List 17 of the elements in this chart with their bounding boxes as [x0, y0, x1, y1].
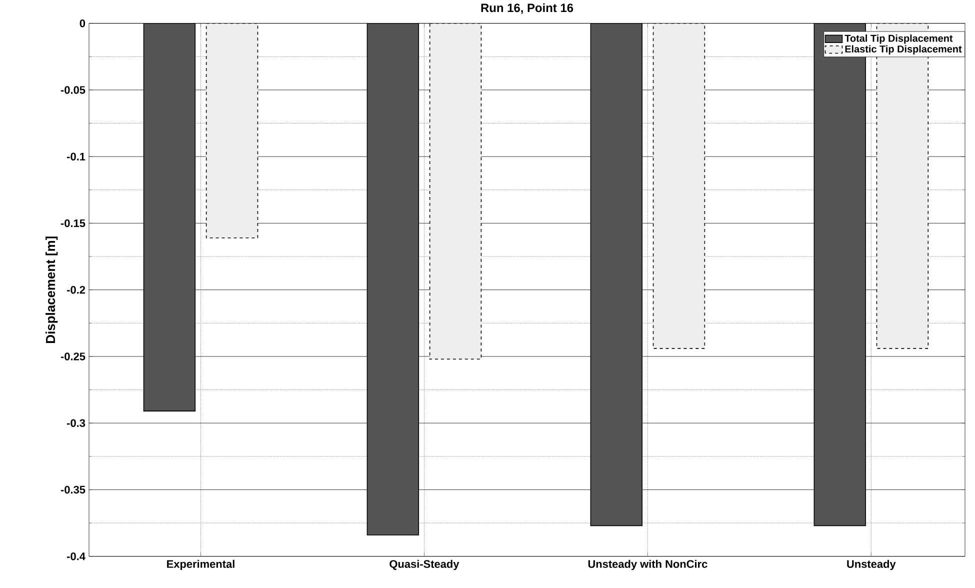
legend-label: Total Tip Displacement [844, 34, 953, 44]
y-tick-label: -0.05 [60, 86, 86, 94]
legend-label: Elastic Tip Displacement [845, 45, 962, 54]
x-tick-label: Unsteady [847, 560, 896, 570]
y-axis-title: Displacement [m] [46, 236, 58, 343]
y-tick-label: 0 [80, 19, 86, 28]
y-tick-label: -0.2 [67, 286, 86, 294]
chart-title: Run 16, Point 16 [481, 3, 574, 14]
x-tick-label: Quasi-Steady [390, 560, 460, 570]
x-tick-label: Experimental [167, 560, 234, 570]
y-tick-label: -0.4 [67, 552, 86, 560]
y-tick-label: -0.25 [60, 352, 86, 360]
x-tick-label: Unsteady with NonCirc [588, 560, 708, 570]
y-tick-label: -0.35 [60, 486, 86, 494]
y-tick-label: -0.15 [60, 219, 86, 227]
y-tick-label: -0.1 [67, 152, 86, 160]
y-tick-label: -0.3 [67, 419, 86, 427]
